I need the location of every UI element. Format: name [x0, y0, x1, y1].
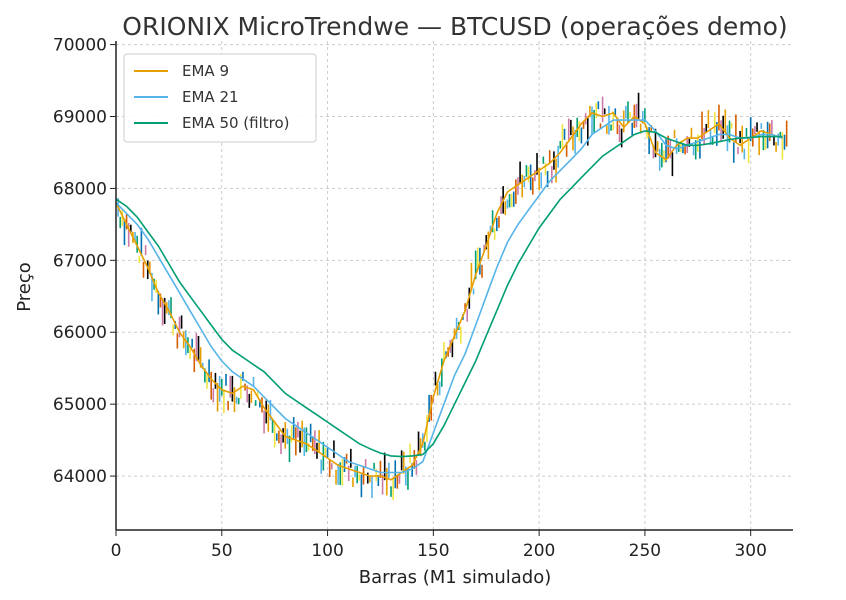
x-tick-label: 100 [311, 541, 343, 561]
series-line-0 [115, 111, 783, 481]
y-tick-label: 69000 [53, 108, 107, 128]
series-lines [115, 111, 783, 481]
legend-box [123, 53, 317, 143]
y-tick-label: 67000 [53, 251, 107, 271]
y-tick-label: 68000 [53, 179, 107, 199]
legend: EMA 9 EMA 21 EMA 50 (filtro) [123, 53, 317, 143]
y-tick-label: 65000 [53, 395, 107, 415]
x-tick-label: 150 [417, 541, 449, 561]
y-tick-label: 70000 [53, 36, 107, 56]
legend-label-ema21: EMA 21 [182, 88, 239, 106]
x-tick-label: 200 [523, 541, 555, 561]
legend-label-ema9: EMA 9 [182, 62, 229, 80]
chart-title: ORIONIX MicroTrendwe — BTCUSD (operações… [122, 12, 787, 41]
x-tick-label: 250 [629, 541, 661, 561]
tick-labels: 0 50 100 150 200 250 300 64000 65000 66000 67000 68… [53, 36, 767, 561]
x-tick-label: 50 [211, 541, 233, 561]
y-tick-label: 64000 [53, 467, 107, 487]
y-axis-label: Preço [14, 262, 35, 312]
axes [115, 41, 793, 531]
legend-label-ema50: EMA 50 (filtro) [182, 114, 290, 132]
series-line-1 [115, 119, 783, 474]
series-line-2 [115, 130, 783, 458]
x-tick-label: 300 [734, 541, 766, 561]
x-axis-label: Barras (M1 simulado) [359, 567, 552, 588]
y-tick-label: 66000 [53, 323, 107, 343]
x-tick-label: 0 [111, 541, 122, 561]
price-bars [117, 92, 788, 500]
